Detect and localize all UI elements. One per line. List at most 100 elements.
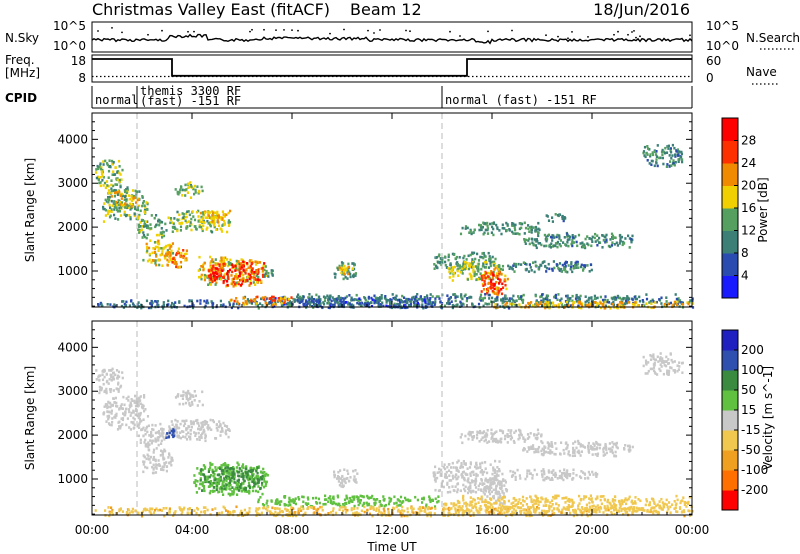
nsearch-point: [631, 31, 633, 33]
nsearch-point: [449, 30, 451, 33]
nsearch-point: [617, 30, 619, 33]
velocity-colorbar-tick: -50: [741, 443, 761, 457]
nsearch-point: [275, 29, 277, 31]
freq-tick-bottom: 8: [78, 71, 86, 85]
nsearch-point: [613, 33, 615, 36]
noise-tick-bottom: 10^0: [53, 39, 86, 53]
y-tick-label: 4000: [57, 132, 88, 146]
noise-right-tick-top: 10^5: [706, 19, 739, 33]
nsearch-point: [587, 36, 589, 38]
power-colorbar-tick: 4: [741, 269, 749, 283]
nsearch-point: [379, 29, 381, 31]
nsearch-point: [187, 30, 189, 33]
power-colorbar-bin: [722, 230, 738, 254]
nsearch-point: [121, 31, 123, 34]
y-tick-label: 4000: [57, 340, 88, 354]
frequency-panel: Freq. [MHz] 18 8 60 0 Nave: [5, 53, 778, 85]
velocity-heatmap: [94, 352, 694, 518]
nsearch-point: [367, 29, 369, 32]
nave-tick-top: 60: [706, 54, 721, 68]
cpid-label: CPID: [5, 91, 37, 105]
velocity-panel: 1000 2000 3000 4000 Slant Range [km] -200 -1…: [23, 113, 775, 554]
velocity-colorbar-bin: [722, 410, 738, 431]
y-tick-label: 2000: [57, 428, 88, 442]
velocity-colorbar-tick: -15: [741, 423, 761, 437]
x-axis-label: Time UT: [366, 540, 417, 554]
power-colorbar-label: Power [dB]: [756, 177, 770, 242]
power-colorbar-tick: 20: [741, 179, 756, 193]
y-tick-label: 1000: [57, 264, 88, 278]
power-colorbar-bin: [722, 140, 738, 164]
nsearch-point: [97, 30, 99, 32]
nsearch-point: [283, 29, 285, 31]
power-colorbar-bin: [722, 253, 738, 276]
power-heatmap: [94, 143, 695, 310]
freq-label-line2: [MHz]: [5, 66, 40, 80]
velocity-colorbar-bin: [722, 390, 738, 411]
x-tick-label: 12:00: [375, 523, 410, 537]
nsearch-point: [459, 35, 461, 37]
nsearch-point: [249, 30, 251, 33]
cpid-segment-label: (fast) -151 RF: [140, 94, 241, 108]
nsearch-point: [635, 36, 637, 39]
freq-label-line1: Freq.: [5, 53, 35, 67]
velocity-y-axis-label: Slant Range [km]: [23, 366, 37, 470]
velocity-colorbar-bin: [722, 330, 738, 351]
power-colorbar-bin: [722, 185, 738, 209]
velocity-colorbar-tick: -100: [741, 463, 768, 477]
x-tick-label: 00:00: [675, 523, 710, 537]
nsearch-point: [193, 30, 195, 33]
y-tick-label: 2000: [57, 220, 88, 234]
velocity-colorbar-bin: [722, 450, 738, 471]
nsky-series-line: [91, 33, 693, 45]
nsearch-point: [689, 34, 691, 37]
nsearch-point: [263, 28, 265, 31]
nsearch-point: [571, 31, 573, 33]
nsearch-point: [251, 28, 253, 31]
nsearch-point: [291, 29, 293, 31]
velocity-colorbar-tick: 200: [741, 343, 764, 357]
power-colorbar-bin: [722, 275, 738, 299]
velocity-colorbar-bin: [722, 490, 738, 511]
nsearch-point: [627, 33, 629, 36]
nsearch-point: [487, 30, 489, 33]
nsearch-series-dots: [97, 27, 691, 40]
nsearch-point: [161, 29, 163, 32]
power-colorbar-bin: [722, 118, 738, 141]
nsearch-point: [557, 35, 559, 38]
y-tick-label: 3000: [57, 384, 88, 398]
y-tick-label: 3000: [57, 176, 88, 190]
power-colorbar-tick: 8: [741, 246, 749, 260]
nave-tick-bottom: 0: [706, 71, 714, 85]
nsearch-point: [409, 30, 411, 33]
noise-right-label: N.Search: [746, 31, 800, 45]
velocity-colorbar-bin: [722, 350, 738, 371]
plot-title: Christmas Valley East (fitACF): [92, 0, 330, 19]
power-y-axis-label: Slant Range [km]: [23, 158, 37, 262]
freq-tick-top: 18: [71, 54, 86, 68]
velocity-colorbar-tick: 100: [741, 363, 764, 377]
velocity-colorbar-bin: [722, 370, 738, 391]
nsearch-point: [147, 33, 149, 36]
nsearch-point: [567, 37, 569, 40]
y-tick-label: 1000: [57, 472, 88, 486]
nsearch-point: [405, 29, 407, 32]
power-colorbar-tick: 12: [741, 224, 756, 238]
power-panel: 1000 2000 3000 4000 Slant Range [km] 4 8 12 16…: [23, 112, 770, 310]
x-tick-label: 20:00: [575, 523, 610, 537]
nsearch-point: [511, 29, 513, 32]
power-colorbar-bin: [722, 208, 738, 231]
velocity-colorbar-bin: [722, 430, 738, 451]
x-tick-label: 16:00: [475, 523, 510, 537]
nsearch-point: [545, 34, 547, 37]
noise-left-label: N.Sky: [5, 31, 39, 45]
nsearch-point: [329, 32, 331, 35]
frequency-series-line: [92, 58, 692, 77]
nsearch-point: [111, 27, 113, 29]
noise-tick-top: 10^5: [53, 19, 86, 33]
x-tick-label: 04:00: [175, 523, 210, 537]
velocity-colorbar-tick: -200: [741, 483, 768, 497]
cpid-segment-label: themis 3300 RF: [140, 84, 241, 98]
